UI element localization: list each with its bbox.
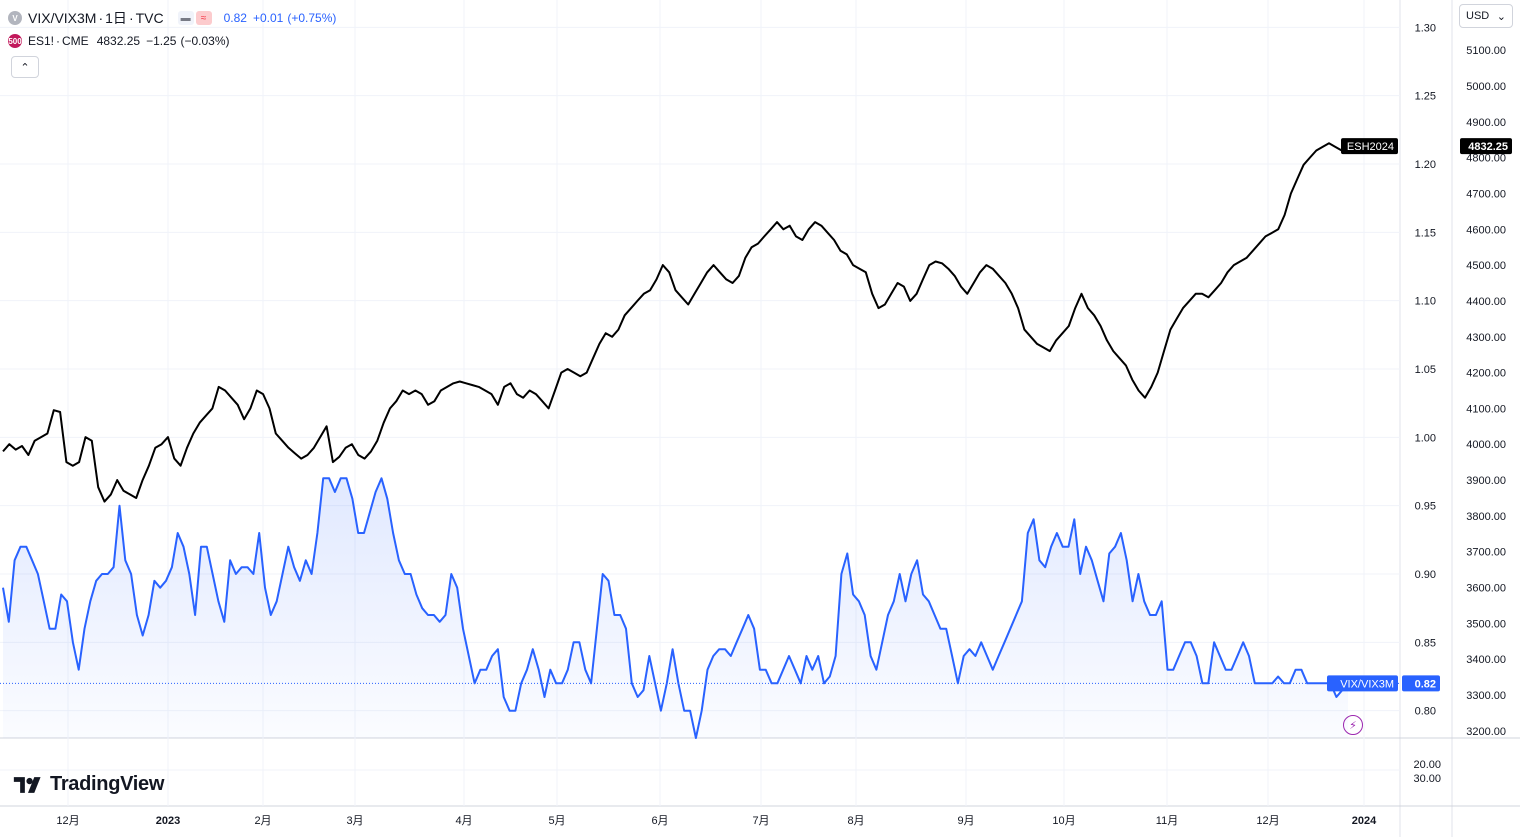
y-tick-label-right: 3800.00 bbox=[1466, 511, 1506, 523]
price-tag-value: 0.82 bbox=[1415, 678, 1436, 690]
y-tick-label-right: 4300.00 bbox=[1466, 332, 1506, 344]
y-tick-label-left: 0.95 bbox=[1415, 501, 1436, 513]
y-tick-label-left: 1.05 bbox=[1415, 364, 1436, 376]
chevron-up-icon: ⌃ bbox=[20, 61, 30, 74]
y-tick-label-right: 3900.00 bbox=[1466, 475, 1506, 487]
y-tick-label-left: 1.20 bbox=[1415, 159, 1436, 171]
x-tick-label: 3月 bbox=[346, 815, 363, 827]
y-tick-label-right: 5100.00 bbox=[1466, 45, 1506, 57]
y-tick-label-left: 0.90 bbox=[1415, 569, 1436, 581]
y-tick-label-right: 4000.00 bbox=[1466, 439, 1506, 451]
price-tag-label: VIX/VIX3M bbox=[1340, 678, 1394, 690]
series-line-vix-vix3m[interactable] bbox=[2, 477, 1349, 739]
chevron-down-icon: ⌄ bbox=[1496, 10, 1506, 23]
x-tick-label: 6月 bbox=[651, 815, 668, 827]
y-tick-label-right: 3600.00 bbox=[1466, 583, 1506, 595]
x-tick-label: 9月 bbox=[957, 815, 974, 827]
price-tag-vix-vix3m: VIX/VIX3M 0.82 bbox=[1327, 675, 1440, 692]
x-tick-label: 5月 bbox=[548, 815, 565, 827]
y-tick-label-right: 3200.00 bbox=[1466, 726, 1506, 738]
interval[interactable]: 1日 bbox=[105, 10, 127, 26]
x-tick-label: 12月 bbox=[56, 815, 79, 827]
currency-selector[interactable]: USD ⌄ bbox=[1459, 4, 1513, 28]
exchange: CME bbox=[62, 34, 89, 48]
y-tick-label-right: 5000.00 bbox=[1466, 81, 1506, 93]
y-tick-label-left: 0.85 bbox=[1415, 637, 1436, 649]
x-tick-label: 10月 bbox=[1052, 815, 1075, 827]
y-tick-label-right: 3700.00 bbox=[1466, 547, 1506, 559]
currency-label: USD bbox=[1466, 10, 1490, 22]
x-tick-label: 2023 bbox=[156, 815, 180, 827]
area-fills bbox=[3, 478, 1348, 738]
y-tick-label-left: 0.80 bbox=[1415, 706, 1436, 718]
x-tick-label: 2024 bbox=[1352, 815, 1377, 827]
legend-secondary[interactable]: 500 ES1! · CME 4832.25 −1.25 (−0.03%) bbox=[8, 34, 229, 48]
y-tick-label-right: 4200.00 bbox=[1466, 368, 1506, 380]
x-axis[interactable]: 12月 2023 2月 3月 4月 5月 6月 7月 8月 9月 10月 11月 12月 2024 bbox=[56, 815, 1377, 827]
symbol-logo-icon: V bbox=[8, 11, 22, 25]
series-lines bbox=[0, 142, 1400, 739]
y-tick-label-right: 4700.00 bbox=[1466, 188, 1506, 200]
separator-dot: · bbox=[56, 34, 61, 48]
change-percent: (+0.75%) bbox=[287, 11, 337, 25]
tradingview-logo[interactable]: TradingView bbox=[12, 773, 164, 796]
y-tick-label-right: 4400.00 bbox=[1466, 296, 1506, 308]
flash-icon[interactable]: ⚡ bbox=[1343, 715, 1363, 735]
y-tick-label-right: 4600.00 bbox=[1466, 224, 1506, 236]
x-tick-label: 8月 bbox=[847, 815, 864, 827]
y-tick-label-right: 3500.00 bbox=[1466, 618, 1506, 630]
brand-name: TradingView bbox=[50, 773, 165, 795]
last-value: 4832.25 bbox=[96, 34, 141, 48]
change-percent: (−0.03%) bbox=[180, 34, 230, 48]
series-line-esh2024[interactable] bbox=[2, 142, 1349, 503]
price-tag-value: 4832.25 bbox=[1468, 141, 1508, 153]
last-value: 0.82 bbox=[223, 11, 247, 25]
sub-pane-tick-label: 30.00 bbox=[1413, 773, 1441, 785]
y-tick-label-left: 1.25 bbox=[1415, 91, 1436, 103]
area-fill-vix-vix3m bbox=[3, 478, 1348, 738]
separator-dot: · bbox=[98, 10, 104, 26]
y-axis-right[interactable]: 5200.005100.005000.004900.004800.004700.… bbox=[1466, 9, 1506, 738]
x-tick-label: 4月 bbox=[455, 815, 472, 827]
minus-icon[interactable]: ▬ bbox=[177, 11, 194, 25]
x-tick-label: 11月 bbox=[1156, 815, 1178, 827]
y-tick-label-left: 1.15 bbox=[1415, 227, 1436, 239]
symbol-name[interactable]: VIX/VIX3M bbox=[28, 10, 97, 26]
x-tick-label: 12月 bbox=[1256, 815, 1279, 827]
sub-pane-tick-label: 20.00 bbox=[1413, 759, 1441, 771]
tradingview-logo-icon bbox=[13, 776, 41, 793]
change-value: −1.25 bbox=[146, 34, 177, 48]
y-tick-label-right: 3300.00 bbox=[1466, 690, 1506, 702]
price-tag-label: ESH2024 bbox=[1347, 141, 1394, 153]
separator-dot: · bbox=[128, 10, 134, 26]
y-tick-label-left: 1.10 bbox=[1415, 296, 1436, 308]
x-tick-label: 2月 bbox=[254, 815, 271, 827]
legend-primary[interactable]: V VIX/VIX3M · 1日 · TVC ▬ ≈ 0.82 +0.01 (+… bbox=[8, 8, 336, 28]
price-tag-esh2024: ESH2024 4832.25 bbox=[1341, 138, 1512, 155]
price-tags: VIX/VIX3M 0.82 ESH2024 4832.25 bbox=[1327, 138, 1512, 692]
y-tick-label-right: 4800.00 bbox=[1466, 153, 1506, 165]
exchange: TVC bbox=[135, 10, 164, 26]
symbol-name[interactable]: ES1! bbox=[28, 34, 55, 48]
change-value: +0.01 bbox=[252, 11, 284, 25]
y-tick-label-right: 4900.00 bbox=[1466, 117, 1506, 129]
x-tick-label: 7月 bbox=[752, 815, 769, 827]
y-tick-label-left: 1.30 bbox=[1415, 22, 1436, 34]
wave-icon[interactable]: ≈ bbox=[195, 11, 212, 25]
y-tick-label-right: 3400.00 bbox=[1466, 654, 1506, 666]
y-tick-label-right: 4500.00 bbox=[1466, 260, 1506, 272]
y-tick-label-left: 1.00 bbox=[1415, 432, 1436, 444]
y-tick-label-right: 4100.00 bbox=[1466, 403, 1506, 415]
collapse-legend-button[interactable]: ⌃ bbox=[11, 56, 39, 78]
sp500-logo-icon: 500 bbox=[8, 34, 22, 48]
y-axis-left[interactable]: 1.30 1.25 1.20 1.15 1.10 1.05 1.00 0.95 0.90 0.85… bbox=[1413, 22, 1441, 785]
